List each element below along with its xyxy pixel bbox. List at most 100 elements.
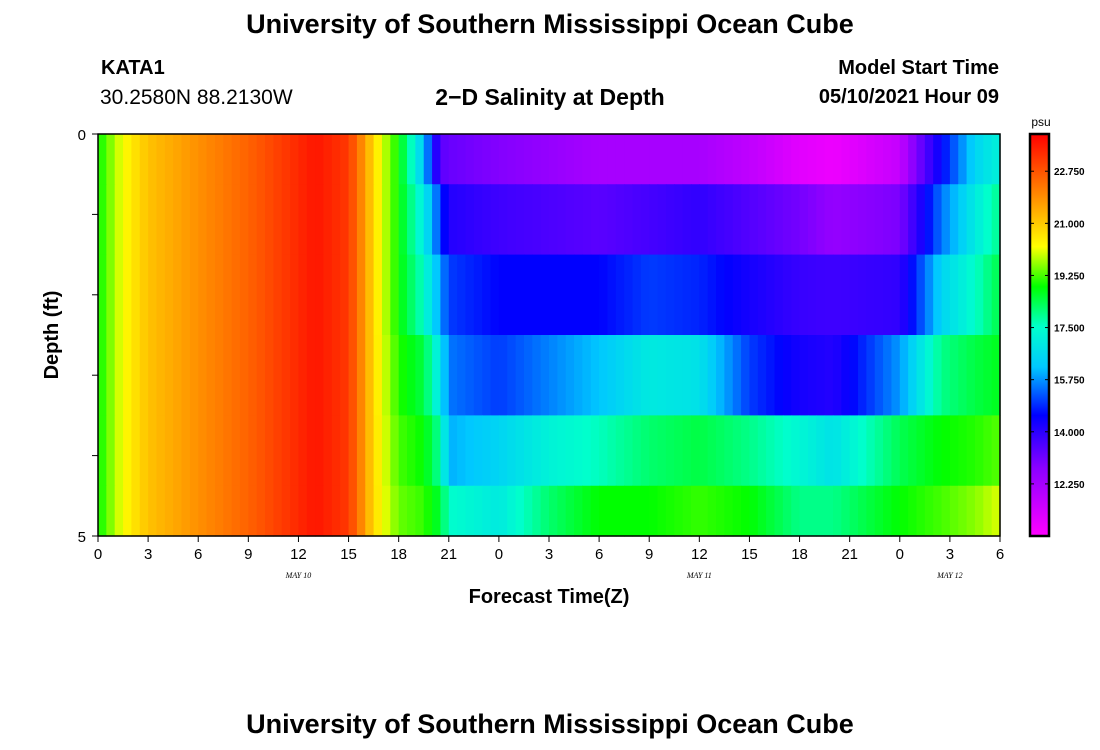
heatmap-cell bbox=[849, 254, 859, 336]
heatmap-cell bbox=[331, 415, 341, 487]
heatmap-cell bbox=[649, 485, 659, 537]
heatmap-cell bbox=[674, 184, 684, 256]
heatmap-cell bbox=[323, 485, 333, 537]
heatmap-cell bbox=[323, 254, 333, 336]
heatmap-cell bbox=[315, 485, 325, 537]
heatmap-cell bbox=[949, 415, 959, 487]
heatmap-cell bbox=[791, 254, 801, 336]
colorbar-tick-label: 21.000 bbox=[1054, 219, 1085, 230]
heatmap-cell bbox=[899, 485, 909, 537]
heatmap-cell bbox=[290, 254, 300, 336]
heatmap-cell bbox=[599, 485, 609, 537]
heatmap-cell bbox=[248, 254, 258, 336]
heatmap-cell bbox=[381, 335, 391, 416]
heatmap-cell bbox=[198, 134, 208, 185]
heatmap-cell bbox=[640, 335, 650, 416]
heatmap-cell bbox=[832, 485, 842, 537]
heatmap-cell bbox=[223, 415, 233, 487]
heatmap-cell bbox=[958, 335, 968, 416]
heatmap-cell bbox=[106, 184, 116, 256]
heatmap-cell bbox=[356, 134, 366, 185]
heatmap-cell bbox=[966, 335, 976, 416]
heatmap-cell bbox=[958, 184, 968, 256]
heatmap-cell bbox=[883, 335, 893, 416]
heatmap-cell bbox=[807, 254, 817, 336]
heatmap-cell bbox=[523, 335, 533, 416]
heatmap-cell bbox=[682, 335, 692, 416]
heatmap-cell bbox=[649, 254, 659, 336]
heatmap-cell bbox=[532, 184, 542, 256]
heatmap-cell bbox=[498, 134, 508, 185]
heatmap-cell bbox=[866, 184, 876, 256]
heatmap-cell bbox=[98, 335, 107, 416]
heatmap-cell bbox=[774, 134, 784, 185]
heatmap-cell bbox=[565, 254, 575, 336]
page-title-top: University of Southern Mississippi Ocean… bbox=[246, 9, 854, 39]
colorbar-tick-label: 17.500 bbox=[1054, 324, 1085, 335]
heatmap-cell bbox=[139, 415, 149, 487]
heatmap-cell bbox=[732, 415, 742, 487]
heatmap-cell bbox=[189, 485, 199, 537]
heatmap-cell bbox=[423, 184, 433, 256]
heatmap-cell bbox=[649, 415, 659, 487]
heatmap-cell bbox=[891, 415, 901, 487]
heatmap-cell bbox=[114, 415, 124, 487]
heatmap-cell bbox=[841, 134, 851, 185]
heatmap-cell bbox=[356, 335, 366, 416]
heatmap-cell bbox=[482, 335, 492, 416]
heatmap-cell bbox=[674, 485, 684, 537]
heatmap-cell bbox=[741, 134, 751, 185]
heatmap-cell bbox=[724, 134, 734, 185]
heatmap-cell bbox=[273, 184, 283, 256]
heatmap-cell bbox=[791, 415, 801, 487]
heatmap-cell bbox=[432, 134, 442, 185]
heatmap-cell bbox=[306, 134, 316, 185]
heatmap-cell bbox=[139, 184, 149, 256]
heatmap-cell bbox=[624, 134, 634, 185]
heatmap-cell bbox=[365, 254, 375, 336]
heatmap-cell bbox=[757, 415, 767, 487]
heatmap-cell bbox=[891, 134, 901, 185]
heatmap-cell bbox=[532, 415, 542, 487]
heatmap-cell bbox=[749, 415, 759, 487]
heatmap-cell bbox=[574, 415, 584, 487]
heatmap-cell bbox=[941, 335, 951, 416]
heatmap-cell bbox=[974, 254, 984, 336]
heatmap-cell bbox=[565, 335, 575, 416]
heatmap-cell bbox=[841, 184, 851, 256]
heatmap-cell bbox=[991, 335, 1001, 416]
heatmap-cell bbox=[515, 335, 525, 416]
heatmap-cell bbox=[916, 485, 926, 537]
heatmap-cell bbox=[365, 134, 375, 185]
heatmap-cell bbox=[298, 335, 308, 416]
heatmap-cell bbox=[908, 415, 918, 487]
heatmap-cell bbox=[340, 134, 350, 185]
heatmap-cell bbox=[356, 415, 366, 487]
heatmap-cell bbox=[916, 134, 926, 185]
heatmap-cell bbox=[365, 485, 375, 537]
heatmap-cell bbox=[415, 184, 425, 256]
heatmap-cell bbox=[908, 335, 918, 416]
heatmap-cell bbox=[98, 184, 107, 256]
heatmap-cell bbox=[699, 134, 709, 185]
heatmap-cell bbox=[448, 184, 458, 256]
heatmap-cell bbox=[590, 134, 600, 185]
heatmap-cell bbox=[323, 184, 333, 256]
heatmap-cell bbox=[273, 485, 283, 537]
heatmap-cell bbox=[265, 134, 274, 185]
heatmap-cell bbox=[448, 254, 458, 336]
heatmap-cell bbox=[373, 254, 383, 336]
heatmap-cell bbox=[974, 335, 984, 416]
heatmap-cell bbox=[315, 335, 325, 416]
heatmap-cell bbox=[398, 485, 408, 537]
heatmap-cell bbox=[732, 184, 742, 256]
heatmap-cell bbox=[824, 485, 834, 537]
heatmap-cell bbox=[557, 415, 567, 487]
heatmap-cell bbox=[657, 335, 667, 416]
heatmap-cell bbox=[148, 254, 158, 336]
heatmap-cell bbox=[640, 134, 650, 185]
x-tick-label: 6 bbox=[996, 546, 1004, 563]
heatmap-cell bbox=[198, 335, 208, 416]
heatmap-cell bbox=[582, 254, 592, 336]
x-tick-label: 0 bbox=[94, 546, 102, 563]
